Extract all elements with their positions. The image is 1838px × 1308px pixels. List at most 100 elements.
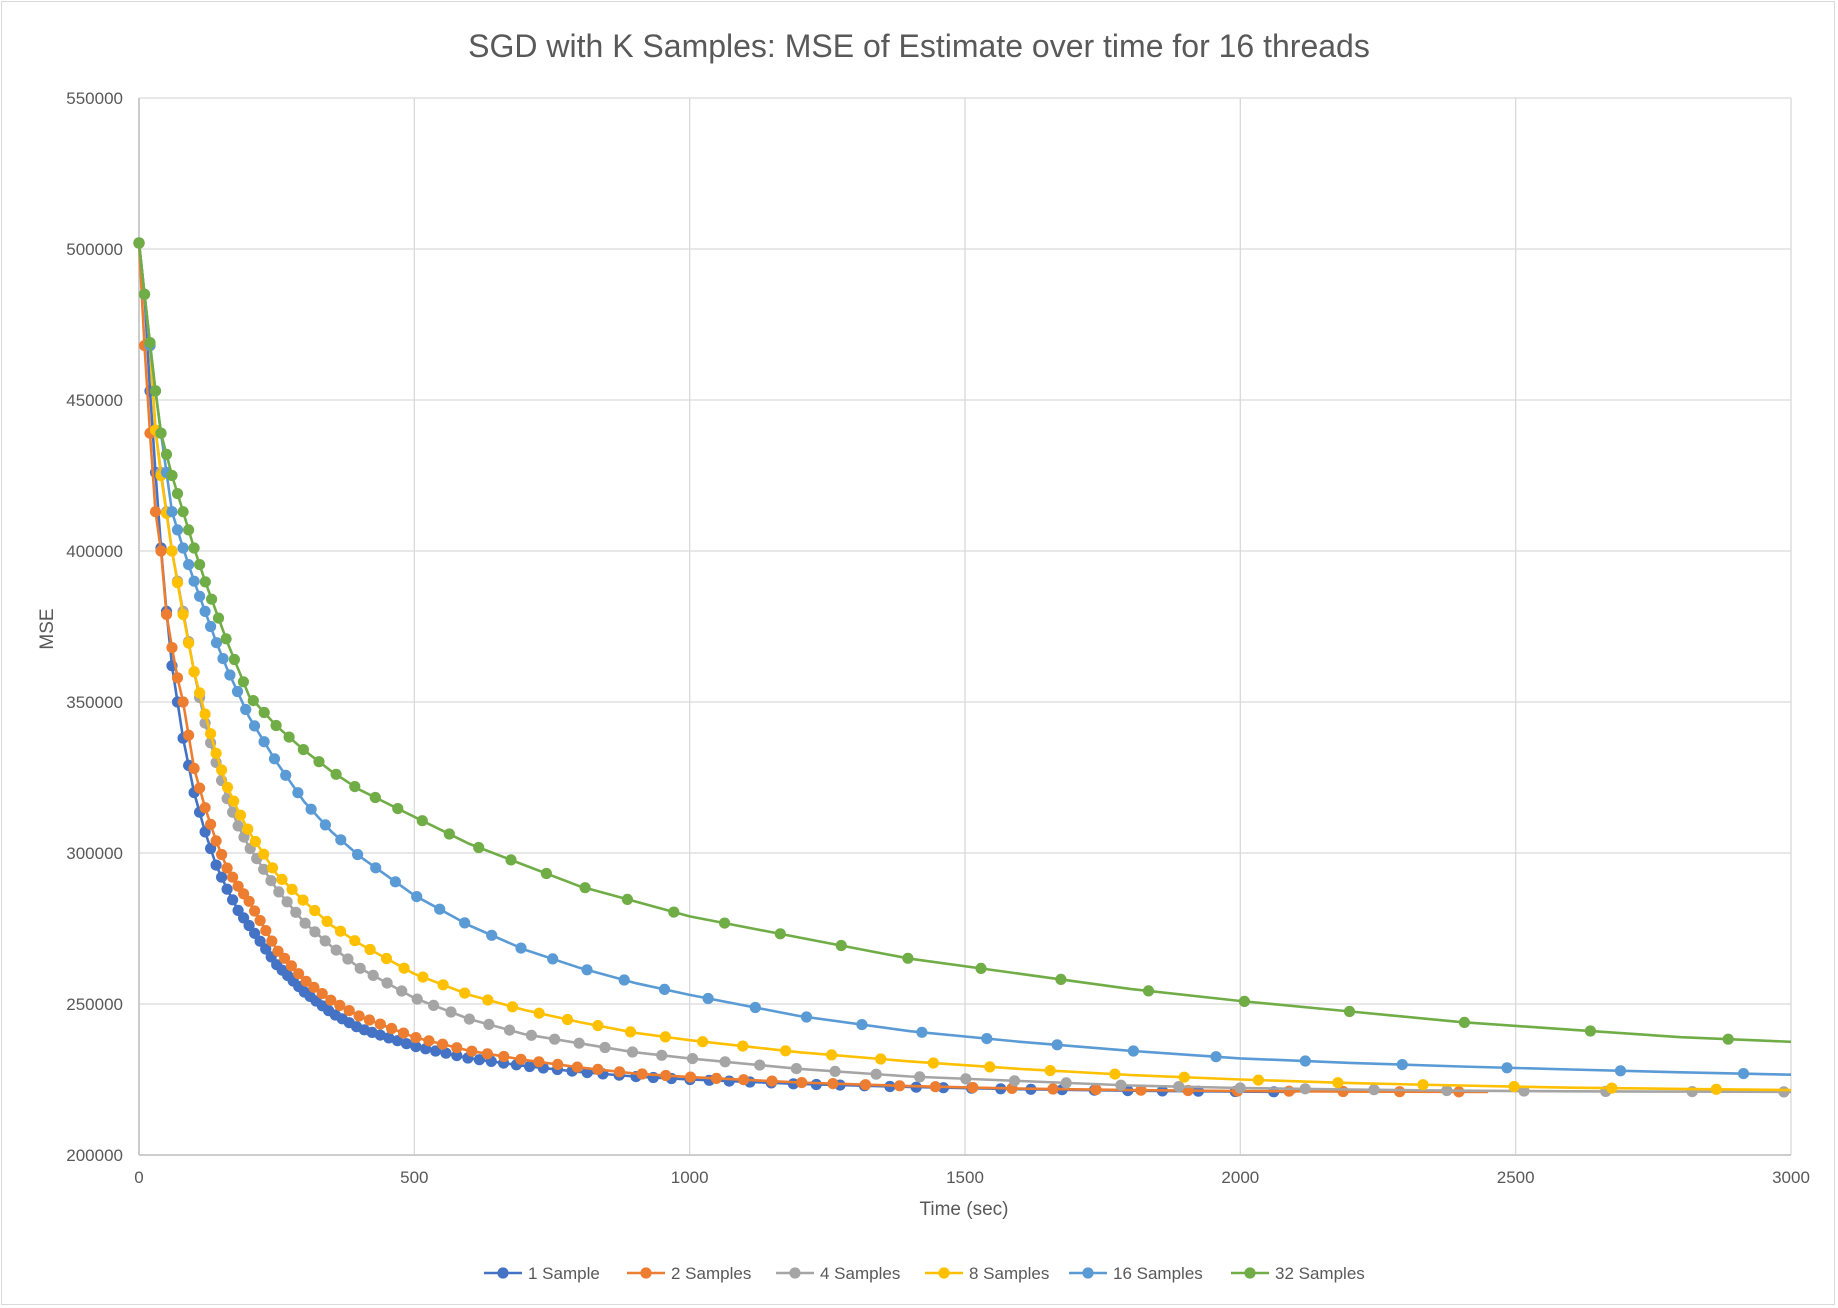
- data-point: [353, 1010, 365, 1022]
- data-point: [1343, 1005, 1356, 1018]
- data-point: [927, 1057, 940, 1069]
- data-point: [417, 971, 429, 983]
- data-point: [1090, 1084, 1102, 1096]
- data-point: [188, 542, 200, 554]
- legend-item: 4 Samples: [776, 1264, 900, 1283]
- data-point: [216, 764, 228, 776]
- data-point: [411, 891, 423, 903]
- data-point: [1417, 1079, 1429, 1091]
- data-point: [281, 896, 293, 908]
- data-point: [380, 952, 393, 965]
- data-point: [1044, 1065, 1056, 1077]
- x-tick-label: 3000: [1772, 1168, 1810, 1187]
- legend-label: 16 Samples: [1113, 1264, 1203, 1283]
- data-point: [272, 945, 284, 957]
- data-point: [1458, 1016, 1470, 1028]
- data-point: [300, 975, 312, 987]
- data-point: [248, 720, 261, 732]
- y-tick-label: 400000: [66, 542, 123, 561]
- data-point: [573, 1037, 585, 1049]
- data-point: [237, 676, 249, 688]
- data-point: [199, 576, 211, 588]
- data-point: [228, 795, 240, 807]
- data-point: [505, 854, 517, 866]
- data-point: [482, 994, 494, 1006]
- data-point: [308, 981, 320, 993]
- data-point: [766, 1075, 778, 1087]
- data-point: [540, 867, 553, 880]
- data-point: [1778, 1086, 1790, 1098]
- data-point: [144, 337, 156, 349]
- data-point: [188, 762, 200, 775]
- data-point: [981, 1033, 993, 1045]
- data-point: [1518, 1085, 1530, 1097]
- data-point: [221, 883, 233, 895]
- data-point: [249, 835, 261, 848]
- data-point: [660, 1069, 672, 1082]
- data-point: [503, 1024, 516, 1036]
- data-point: [349, 935, 361, 947]
- data-point: [305, 803, 317, 815]
- data-point: [177, 608, 189, 621]
- data-point: [592, 1063, 604, 1075]
- data-point: [183, 524, 195, 536]
- data-point: [697, 1036, 709, 1048]
- legend-marker: [1082, 1267, 1094, 1279]
- data-point: [243, 919, 255, 932]
- data-point: [273, 886, 285, 898]
- data-point: [391, 1035, 404, 1047]
- data-point: [260, 943, 272, 955]
- data-point: [486, 929, 498, 941]
- data-point: [396, 985, 408, 997]
- data-point: [133, 237, 145, 249]
- data-point: [451, 1050, 463, 1062]
- data-point: [374, 1029, 386, 1041]
- data-point: [624, 1026, 637, 1038]
- x-tick-label: 2500: [1497, 1168, 1535, 1187]
- data-point: [658, 983, 671, 996]
- legend-item: 16 Samples: [1069, 1264, 1203, 1283]
- data-point: [216, 871, 228, 883]
- data-point: [166, 469, 178, 482]
- data-point: [160, 448, 173, 460]
- data-point: [254, 935, 266, 947]
- data-point: [723, 1075, 735, 1087]
- data-point: [618, 974, 630, 986]
- data-point: [149, 385, 162, 397]
- data-point: [561, 1013, 574, 1026]
- data-point: [205, 620, 217, 633]
- data-point: [383, 1032, 395, 1044]
- data-point: [549, 1033, 561, 1045]
- x-tick-label: 1000: [671, 1168, 709, 1187]
- data-point: [299, 917, 311, 929]
- data-point: [249, 927, 261, 939]
- data-point: [533, 1007, 545, 1019]
- data-point: [440, 1047, 452, 1059]
- data-point: [330, 944, 342, 956]
- data-point: [719, 917, 731, 929]
- data-point: [381, 977, 393, 989]
- data-point: [749, 1001, 761, 1014]
- series-line: [137, 242, 1792, 1076]
- legend-marker: [789, 1267, 801, 1279]
- data-point: [1173, 1081, 1185, 1093]
- data-point: [398, 962, 410, 974]
- data-point: [506, 1001, 519, 1013]
- data-point: [205, 728, 217, 740]
- data-point: [217, 653, 229, 665]
- data-point: [835, 939, 847, 952]
- data-point: [533, 1056, 545, 1068]
- legend: 1 Sample 2 Samples 4 Samples 8 Samples 16 Sa…: [484, 1264, 1365, 1283]
- data-point: [1396, 1059, 1408, 1071]
- data-point: [285, 960, 297, 972]
- data-point: [397, 1027, 410, 1039]
- data-point: [1142, 985, 1155, 997]
- data-point: [410, 1032, 422, 1044]
- data-point: [232, 820, 244, 832]
- data-point: [1501, 1062, 1513, 1074]
- data-point: [205, 818, 217, 830]
- data-point: [870, 1068, 882, 1080]
- data-point: [210, 637, 223, 649]
- data-point: [552, 1058, 564, 1070]
- data-point: [960, 1073, 972, 1085]
